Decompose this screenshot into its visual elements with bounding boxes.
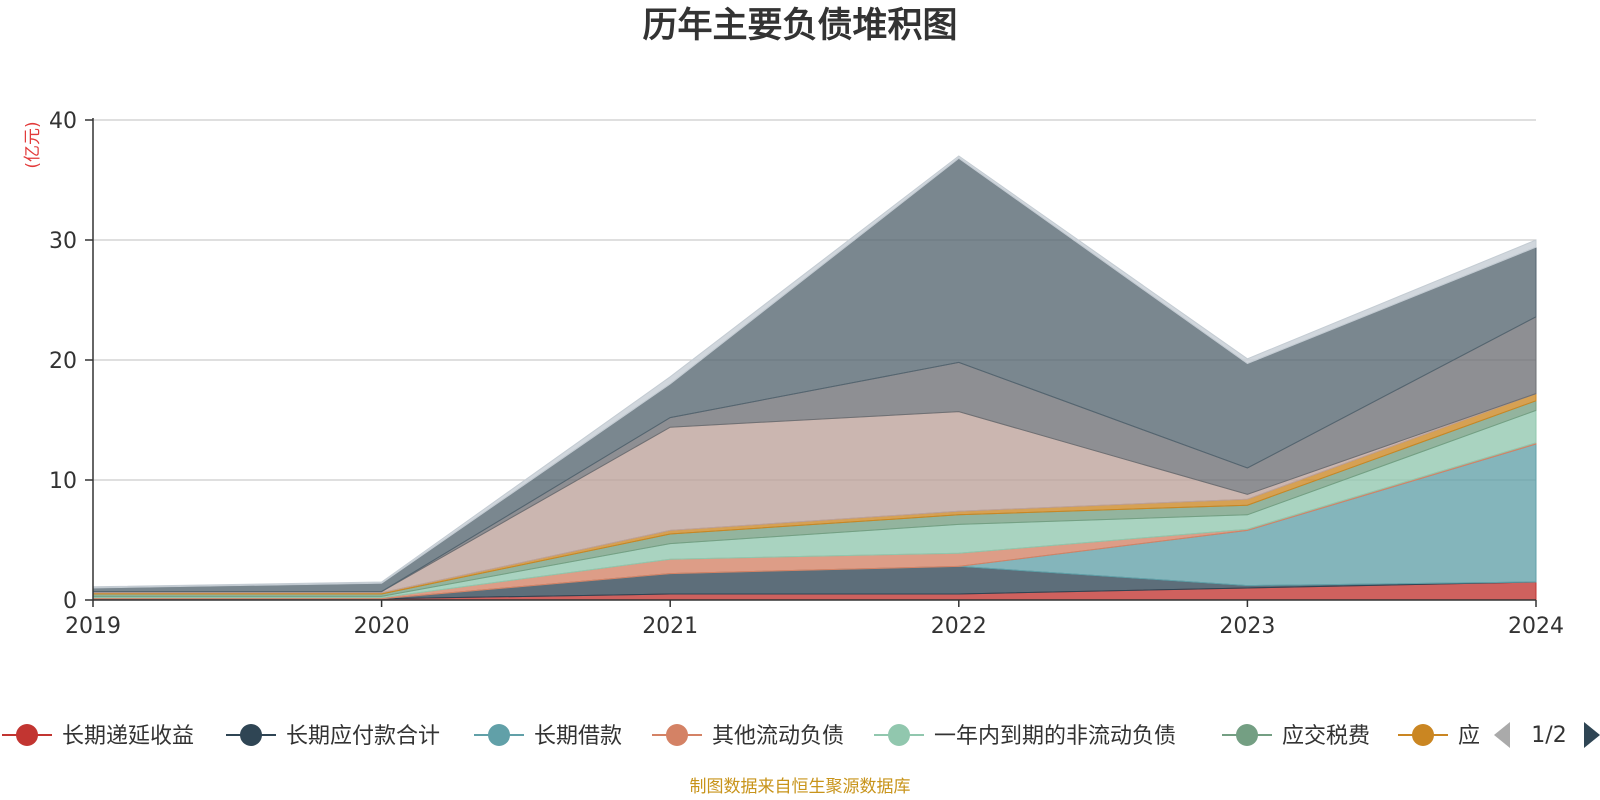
chart-title: 历年主要负债堆积图 bbox=[642, 6, 957, 46]
legend-item-label[interactable]: 长期借款 bbox=[534, 724, 622, 749]
y-tick-label: 30 bbox=[49, 229, 77, 254]
area-series[interactable] bbox=[92, 155, 1537, 589]
data-source-note: 制图数据来自恒生聚源数据库 bbox=[690, 777, 911, 797]
legend-page-indicator: 1/2 bbox=[1531, 723, 1566, 748]
x-tick-label: 2024 bbox=[1508, 614, 1564, 639]
legend-marker-dot[interactable] bbox=[240, 724, 262, 746]
legend-marker-dot[interactable] bbox=[1412, 724, 1434, 746]
legend-item-label[interactable]: 长期递延收益 bbox=[62, 724, 194, 749]
x-tick-label: 2019 bbox=[65, 614, 121, 639]
legend-item-label[interactable]: 长期应付款合计 bbox=[286, 724, 440, 749]
stacked-areas bbox=[92, 155, 1537, 601]
legend-marker-dot[interactable] bbox=[888, 724, 910, 746]
legend: 长期递延收益 长期应付款合计 长期借款 其他流动负债 一年内到期的非流动负债 应交税费 应 bbox=[2, 724, 1480, 749]
legend-item-label[interactable]: 其他流动负债 bbox=[712, 724, 844, 749]
x-tick-label: 2020 bbox=[354, 614, 410, 639]
y-tick-label: 10 bbox=[49, 469, 77, 494]
legend-item-label[interactable]: 应交税费 bbox=[1282, 724, 1370, 749]
y-tick-label: 0 bbox=[63, 589, 77, 614]
legend-next-page-icon[interactable] bbox=[1584, 722, 1600, 748]
axes: 0 10 20 30 40 2019 2020 2021 2022 2023 2024 bbox=[49, 109, 1564, 639]
x-tick-label: 2023 bbox=[1219, 614, 1275, 639]
legend-marker-dot[interactable] bbox=[488, 724, 510, 746]
legend-prev-page-icon[interactable] bbox=[1494, 722, 1510, 748]
x-tick-label: 2022 bbox=[931, 614, 987, 639]
legend-marker-dot[interactable] bbox=[16, 724, 38, 746]
legend-item-label[interactable]: 应 bbox=[1458, 724, 1480, 749]
y-tick-label: 40 bbox=[49, 109, 77, 134]
legend-marker-dot[interactable] bbox=[1236, 724, 1258, 746]
legend-marker-dot[interactable] bbox=[666, 724, 688, 746]
x-tick-label: 2021 bbox=[642, 614, 698, 639]
legend-item-label[interactable]: 一年内到期的非流动负债 bbox=[934, 724, 1176, 749]
y-axis-unit-label: (亿元) bbox=[23, 121, 43, 168]
y-tick-label: 20 bbox=[49, 349, 77, 374]
